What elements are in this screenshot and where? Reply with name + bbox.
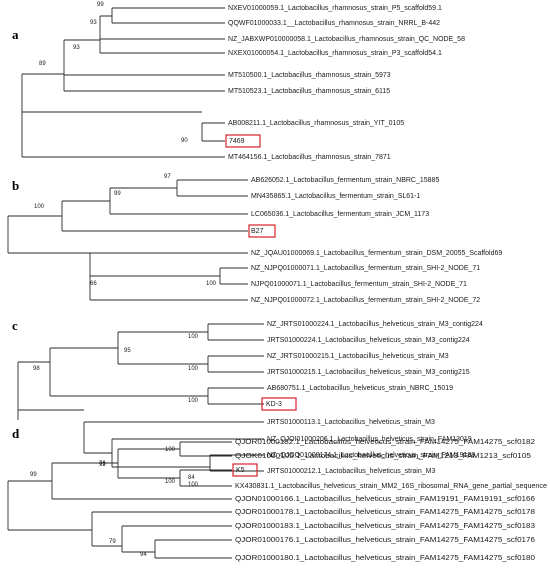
leaf-label: QJOR01000182.1_Lactobacillus_helveticus_… (235, 439, 535, 446)
bootstrap-value: 100 (188, 334, 199, 340)
leaf-label: MT464156.1_Lactobacillus_rhamnosus_strai… (228, 154, 391, 161)
leaf-label: QQWF01000033.1__Lactobacillus_rhamnosus_… (228, 20, 440, 27)
panel-d: d 100 92 100 99 79 94 (7, 426, 232, 559)
leaf-label: AB680751.1_Lactobacillus_helveticus_stra… (267, 385, 453, 392)
bootstrap-value: 93 (90, 20, 97, 26)
leaf-label: QJOR01000183.1_Lactobacillus_helveticus_… (235, 523, 535, 530)
bootstrap-value: 100 (188, 366, 199, 372)
bootstrap-value: 76 (99, 461, 106, 467)
bootstrap-value: 95 (124, 348, 131, 354)
tree-branches-c (17, 323, 264, 472)
bootstrap-value: 100 (34, 204, 45, 210)
leaf-label: MT510500.1_Lactobacillus_rhamnosus_strai… (228, 72, 391, 79)
leaf-label: NXEX01000054.1_Lactobacillus_rhamnosus_s… (228, 50, 442, 57)
panel-c: c 100 95 100 100 98 100 76 84 NZ_JRTS010… (12, 318, 483, 488)
bootstrap-value: 100 (188, 398, 199, 404)
highlighted-isolate-label: 7469 (229, 138, 245, 145)
leaf-label: NZ_JQAU01000069.1_Lactobacillus_fermentu… (251, 250, 502, 257)
tree-branches-d (7, 441, 232, 559)
bootstrap-value: 94 (140, 552, 147, 558)
leaf-label: NXEV01000059.1_Lactobacillus_rhamnosus_s… (228, 5, 442, 12)
panel-label-a: a (12, 27, 19, 42)
bootstrap-value: 99 (30, 472, 37, 478)
leaf-label: NZ_NJPQ01000072.1_Lactobacillus_fermentu… (251, 297, 480, 304)
leaf-label: QJON01000166.1_Lactobacillus_helveticus_… (235, 496, 535, 503)
leaf-label: QJOK01000105.1_Lactobacillus_helveticus_… (235, 453, 531, 460)
panel-b: b 97 99 100 66 100 AB626052.1_Lactobacil… (7, 174, 502, 304)
bootstrap-value: 100 (188, 482, 199, 488)
leaf-label: NJPQ01000071.1_Lactobacillus_fermentum_s… (251, 281, 467, 288)
bootstrap-value: 100 (206, 281, 217, 287)
bootstrap-value: 90 (181, 138, 188, 144)
panel-label-d: d (12, 426, 20, 441)
leaf-label: QJOR01000176.1_Lactobacillus_helveticus_… (235, 537, 535, 544)
leaf-label: NZ_NJPQ01000071.1_Lactobacillus_fermentu… (251, 265, 480, 272)
highlight-box (225, 134, 261, 148)
leaf-label: AB626052.1_Lactobacillus_fermentum_strai… (251, 177, 439, 184)
leaf-label: NZ_JABXWP010000058.1_Lactobacillus_rhamn… (228, 36, 465, 43)
leaf-label: NZ_JRTS01000215.1_Lactobacillus_helvetic… (267, 353, 449, 360)
bootstrap-value: 92 (99, 462, 106, 468)
bootstrap-value: 99 (97, 2, 104, 8)
leaf-label: NZ_JRTS01000224.1_Lactobacillus_helvetic… (267, 321, 483, 328)
bootstrap-value: 99 (114, 191, 121, 197)
highlight-box (232, 463, 258, 477)
leaf-label: JRTS01000224.1_Lactobacillus_helveticus_… (267, 337, 470, 344)
leaf-label: NZ_QJOO01000174.1_Lactobacillus_helvetic… (267, 452, 475, 459)
leaf-label: JRTS01000215.1_Lactobacillus_helveticus_… (267, 369, 470, 376)
leaf-label: AB008211.1_Lactobacillus_rhamnosus_strai… (228, 120, 404, 127)
highlighted-isolate-label: B27 (251, 228, 264, 235)
bootstrap-value: 89 (39, 61, 46, 67)
bootstrap-value: 93 (73, 45, 80, 51)
leaf-label: QJOR01000178.1_Lactobacillus_helveticus_… (235, 509, 535, 516)
leaf-label: JRTS01000212.1_Lactobacillus_helveticus_… (267, 468, 435, 475)
highlighted-isolate-label: KD-3 (266, 401, 282, 408)
bootstrap-value: 100 (165, 479, 176, 485)
leaf-label: NZ_QJOI01000206.1_Lactobacillus_helvetic… (267, 436, 472, 443)
panel-label-b: b (12, 178, 19, 193)
leaf-label: QJOR01000180.1_Lactobacillus_helveticus_… (235, 555, 535, 562)
bootstrap-value: 84 (188, 475, 195, 481)
tree-branches-a (21, 7, 225, 158)
panel-label-c: c (12, 318, 18, 333)
bootstrap-value: 97 (164, 174, 171, 180)
highlighted-isolate-label: K5 (236, 467, 245, 474)
leaf-label: MN435865.1_Lactobacillus_fermentum_strai… (251, 193, 420, 200)
leaf-label: MT510523.1_Lactobacillus_rhamnosus_strai… (228, 88, 390, 95)
bootstrap-value: 66 (90, 281, 97, 287)
leaf-label: KX430831.1_Lactobacillus_helveticus_stra… (235, 483, 547, 490)
highlight-box (261, 397, 297, 411)
panel-a: a 99 93 93 89 90 NXEV01000059.1_Lactobac… (12, 2, 465, 161)
highlight-box (248, 224, 276, 238)
leaf-label: LC065036.1_Lactobacillus_fermentum_strai… (251, 211, 429, 218)
leaf-label: JRTS01000113.1_Lactobacillus_helveticus_… (267, 419, 435, 426)
tree-branches-b (7, 179, 248, 301)
bootstrap-value: 79 (109, 539, 116, 545)
bootstrap-value: 98 (33, 366, 40, 372)
bootstrap-value: 100 (165, 447, 176, 453)
